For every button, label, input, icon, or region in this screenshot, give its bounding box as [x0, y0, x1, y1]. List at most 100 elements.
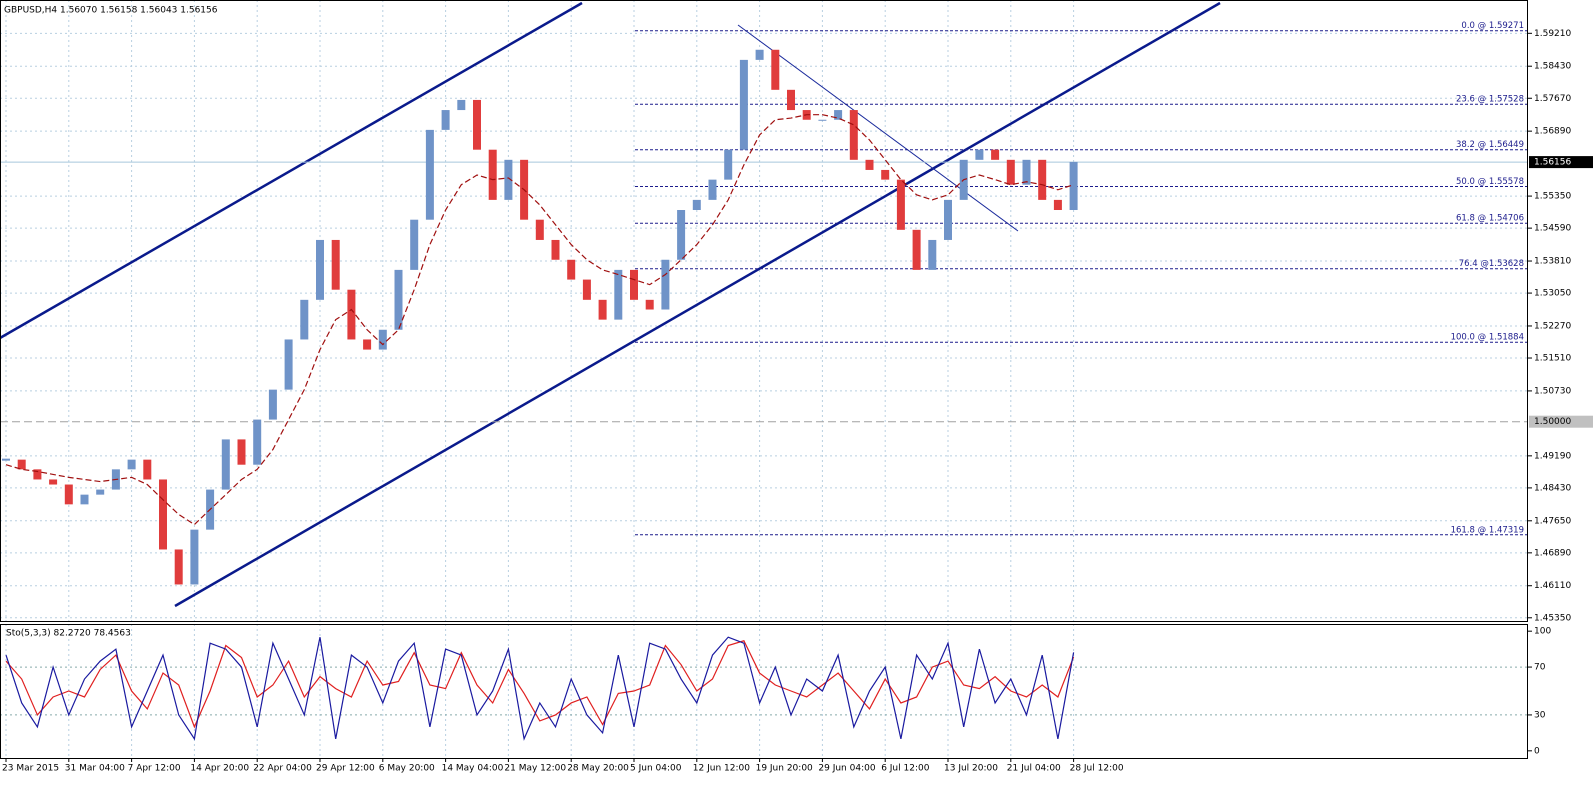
x-tick-label: 19 Jun 20:00 [756, 764, 813, 774]
level-label: 1.50000 [1534, 417, 1571, 427]
y-tick-label: 1.47650 [1534, 516, 1571, 526]
candle [394, 269, 403, 330]
x-tick-label: 6 Jul 12:00 [881, 764, 930, 774]
candle [708, 179, 717, 200]
candle [174, 549, 183, 585]
candle [159, 479, 167, 550]
y-tick-label: 0 [1534, 746, 1540, 756]
y-tick-label: 1.50730 [1534, 386, 1571, 396]
x-tick-label: 21 Jul 04:00 [1007, 764, 1061, 774]
y-tick-label: 1.53050 [1534, 289, 1571, 299]
y-tick-label: 1.59210 [1534, 29, 1571, 39]
fib-label: 76.4 @1.53628 [1459, 259, 1524, 269]
price-plot [0, 1, 1528, 608]
fib-label: 161.8 @ 1.47319 [1451, 525, 1524, 535]
candle [1069, 161, 1078, 211]
y-tick-label: 1.58430 [1534, 62, 1571, 72]
current-price-box [1529, 156, 1593, 169]
stoch-line [5, 640, 1075, 729]
candle [991, 149, 1000, 160]
candle [425, 129, 434, 220]
candle [221, 439, 230, 490]
candle [614, 269, 623, 320]
candle [598, 299, 607, 320]
candle [912, 229, 921, 270]
x-tick-label: 13 Jul 20:00 [944, 764, 998, 774]
y-tick-label: 1.54590 [1534, 224, 1571, 234]
x-tick-label: 29 Jun 04:00 [818, 764, 875, 774]
candle [410, 219, 419, 270]
candle [504, 159, 513, 200]
candle [896, 179, 905, 230]
candle [237, 439, 246, 465]
candle [755, 49, 764, 60]
candle [17, 459, 26, 470]
y-tick-label: 1.56890 [1534, 127, 1571, 137]
candle [143, 459, 152, 480]
x-tick-label: 21 May 12:00 [504, 764, 566, 774]
candle [865, 159, 874, 170]
candle [567, 259, 576, 280]
x-tick-label: 7 Apr 12:00 [128, 764, 181, 774]
candle [331, 239, 340, 290]
moving-average [5, 114, 1074, 526]
candle [661, 259, 670, 310]
candle [630, 269, 638, 300]
candle [316, 239, 324, 300]
x-tick-label: 23 Mar 2015 [2, 764, 59, 774]
x-tick-label: 5 Jun 04:00 [630, 764, 682, 774]
candle [771, 49, 780, 90]
candle [33, 469, 42, 480]
candle [551, 239, 560, 260]
stoch-title: Sto(5,3,3) 82.2720 78.4563 [6, 629, 131, 639]
candle [645, 299, 654, 310]
y-tick-label: 1.46110 [1534, 581, 1571, 591]
price-frame [0, 0, 1528, 622]
candle [1006, 159, 1015, 185]
candle [818, 119, 827, 121]
candle [363, 339, 372, 350]
y-tick-label: 1.53810 [1534, 257, 1571, 267]
y-tick-label: 1.52270 [1534, 321, 1571, 331]
fib-label: 0.0 @ 1.59271 [1461, 21, 1524, 31]
fib-label: 23.6 @ 1.57528 [1456, 95, 1524, 105]
y-tick-label: 1.55350 [1534, 192, 1571, 202]
fib-label: 61.8 @ 1.54706 [1456, 214, 1524, 224]
candle [928, 239, 937, 270]
fib-label: 50.0 @ 1.55578 [1456, 177, 1524, 187]
candle [347, 289, 356, 340]
x-tick-label: 31 Mar 04:00 [65, 764, 125, 774]
candle [975, 149, 984, 160]
candle [64, 484, 73, 505]
candle [49, 479, 58, 485]
candle [881, 169, 890, 180]
y-tick-label: 1.46890 [1534, 548, 1571, 558]
y-tick-label: 1.51510 [1534, 354, 1571, 364]
candle [96, 489, 105, 495]
candle [582, 279, 591, 300]
channel-line [0, 1, 583, 340]
x-tick-label: 28 May 20:00 [567, 764, 629, 774]
y-tick-label: 70 [1534, 663, 1546, 673]
fib-label: 38.2 @ 1.56449 [1456, 140, 1524, 150]
x-tick-label: 22 Apr 04:00 [253, 764, 312, 774]
trend-line [737, 24, 1019, 232]
stoch-line [5, 636, 1075, 741]
candle [80, 494, 89, 505]
candle [739, 59, 748, 150]
candle [834, 110, 843, 120]
stoch-frame [0, 624, 1528, 759]
candle [535, 219, 544, 240]
candle [253, 419, 262, 465]
current-price-label: 1.56156 [1534, 158, 1571, 168]
candle [284, 339, 293, 390]
x-tick-label: 28 Jul 12:00 [1070, 764, 1124, 774]
y-tick-label: 1.57670 [1534, 94, 1571, 104]
y-tick-label: 30 [1534, 710, 1546, 720]
candle [190, 529, 199, 585]
candle [944, 199, 952, 240]
level-box [1529, 415, 1593, 428]
candle [787, 89, 795, 111]
header: GBPUSD,H4 1.56070 1.56158 1.56043 1.5615… [4, 6, 218, 16]
